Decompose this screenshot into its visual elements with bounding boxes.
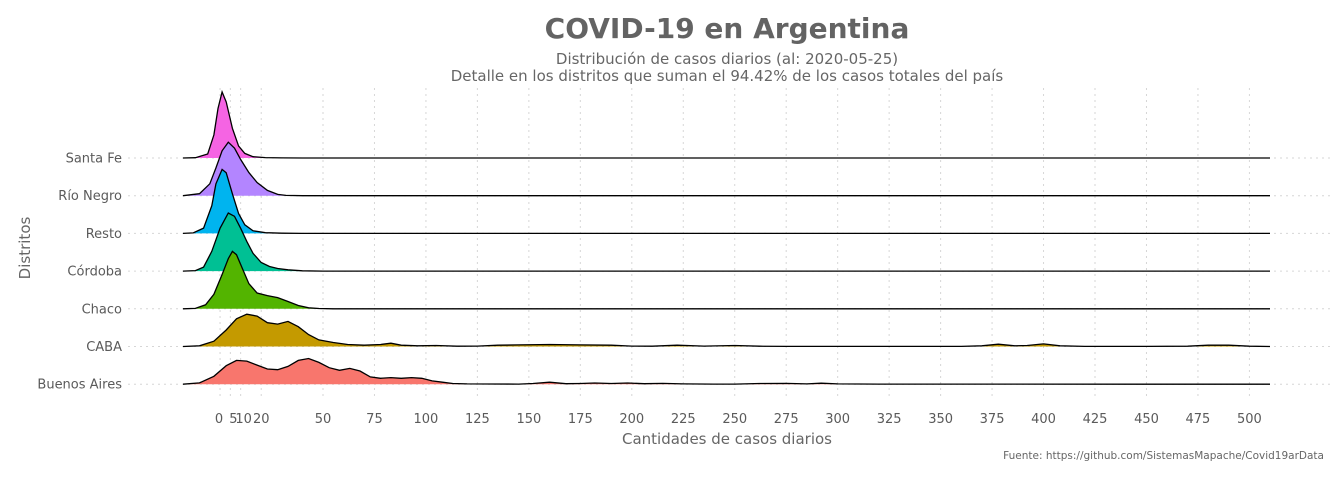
x-tick-label: 325	[877, 412, 902, 427]
y-tick-label: Chaco	[82, 302, 122, 317]
x-tick-label: 300	[825, 412, 850, 427]
ridges	[182, 89, 1271, 385]
x-tick-label: 500	[1237, 412, 1262, 427]
x-tick-labels: 0 510 20 50 75 100 125 150 175 200 225 250 275 300 325…	[215, 412, 1262, 427]
y-tick-label: Córdoba	[67, 265, 122, 280]
x-tick-label: 175	[568, 412, 593, 427]
x-tick-label: 450	[1134, 412, 1159, 427]
x-tick-label: 5	[229, 412, 237, 427]
y-tick-label: Santa Fe	[66, 152, 122, 167]
y-tick-label: CABA	[86, 340, 122, 355]
chart-title: COVID-19 en Argentina	[545, 12, 910, 45]
x-tick-label: 75	[366, 412, 383, 427]
gridlines	[128, 88, 1330, 397]
ridge-outline-córdoba	[182, 212, 1270, 272]
x-tick-label: 475	[1186, 412, 1211, 427]
x-tick-label: 275	[774, 412, 799, 427]
x-tick-label: 125	[465, 412, 490, 427]
ridge-outline-buenos-aires	[182, 357, 1271, 385]
x-tick-label: 225	[671, 412, 696, 427]
chart-subtitle-line2: Detalle en los distritos que suman el 94…	[451, 67, 1004, 85]
x-tick-label: 50	[315, 412, 332, 427]
x-tick-label: 150	[516, 412, 541, 427]
x-tick-label: 400	[1031, 412, 1056, 427]
ridge-fill-río-negro	[183, 142, 1270, 196]
y-tick-label: Resto	[86, 227, 122, 242]
y-tick-label: Río Negro	[58, 189, 122, 204]
ridge-outline-caba	[182, 313, 1271, 348]
x-tick-label: 0	[215, 412, 223, 427]
x-tick-label: 200	[619, 412, 644, 427]
y-axis-title: Distritos	[16, 217, 34, 280]
x-axis-title: Cantidades de casos diarios	[622, 430, 832, 448]
ridge-outline-chaco	[182, 250, 1270, 310]
chart-subtitle-line1: Distribución de casos diarios (al: 2020-…	[556, 50, 898, 68]
ridge-outline-resto	[182, 168, 1270, 235]
y-tick-label: Buenos Aires	[37, 378, 122, 393]
x-tick-label: 10	[235, 412, 252, 427]
x-tick-label: 375	[980, 412, 1005, 427]
x-tick-label: 250	[722, 412, 747, 427]
ridge-fill-chaco	[183, 251, 1270, 309]
y-tick-labels: Santa Fe Río Negro Resto Córdoba Chaco CABA Bu…	[37, 152, 122, 393]
ridge-outline-río-negro	[182, 141, 1270, 197]
ridge-fill-caba	[183, 314, 1270, 347]
ridge-fill-córdoba	[183, 213, 1270, 272]
x-tick-label: 425	[1083, 412, 1108, 427]
x-tick-label: 350	[928, 412, 953, 427]
x-tick-label: 20	[253, 412, 270, 427]
chart-caption: Fuente: https://github.com/SistemasMapac…	[1003, 450, 1324, 462]
x-tick-label: 100	[414, 412, 439, 427]
ridge-fill-resto	[183, 169, 1270, 234]
ridge-fill-buenos-aires	[183, 358, 1270, 385]
ridge-fill-santa-fe	[183, 92, 1270, 158]
ridge-outline-santa-fe	[182, 89, 1270, 159]
